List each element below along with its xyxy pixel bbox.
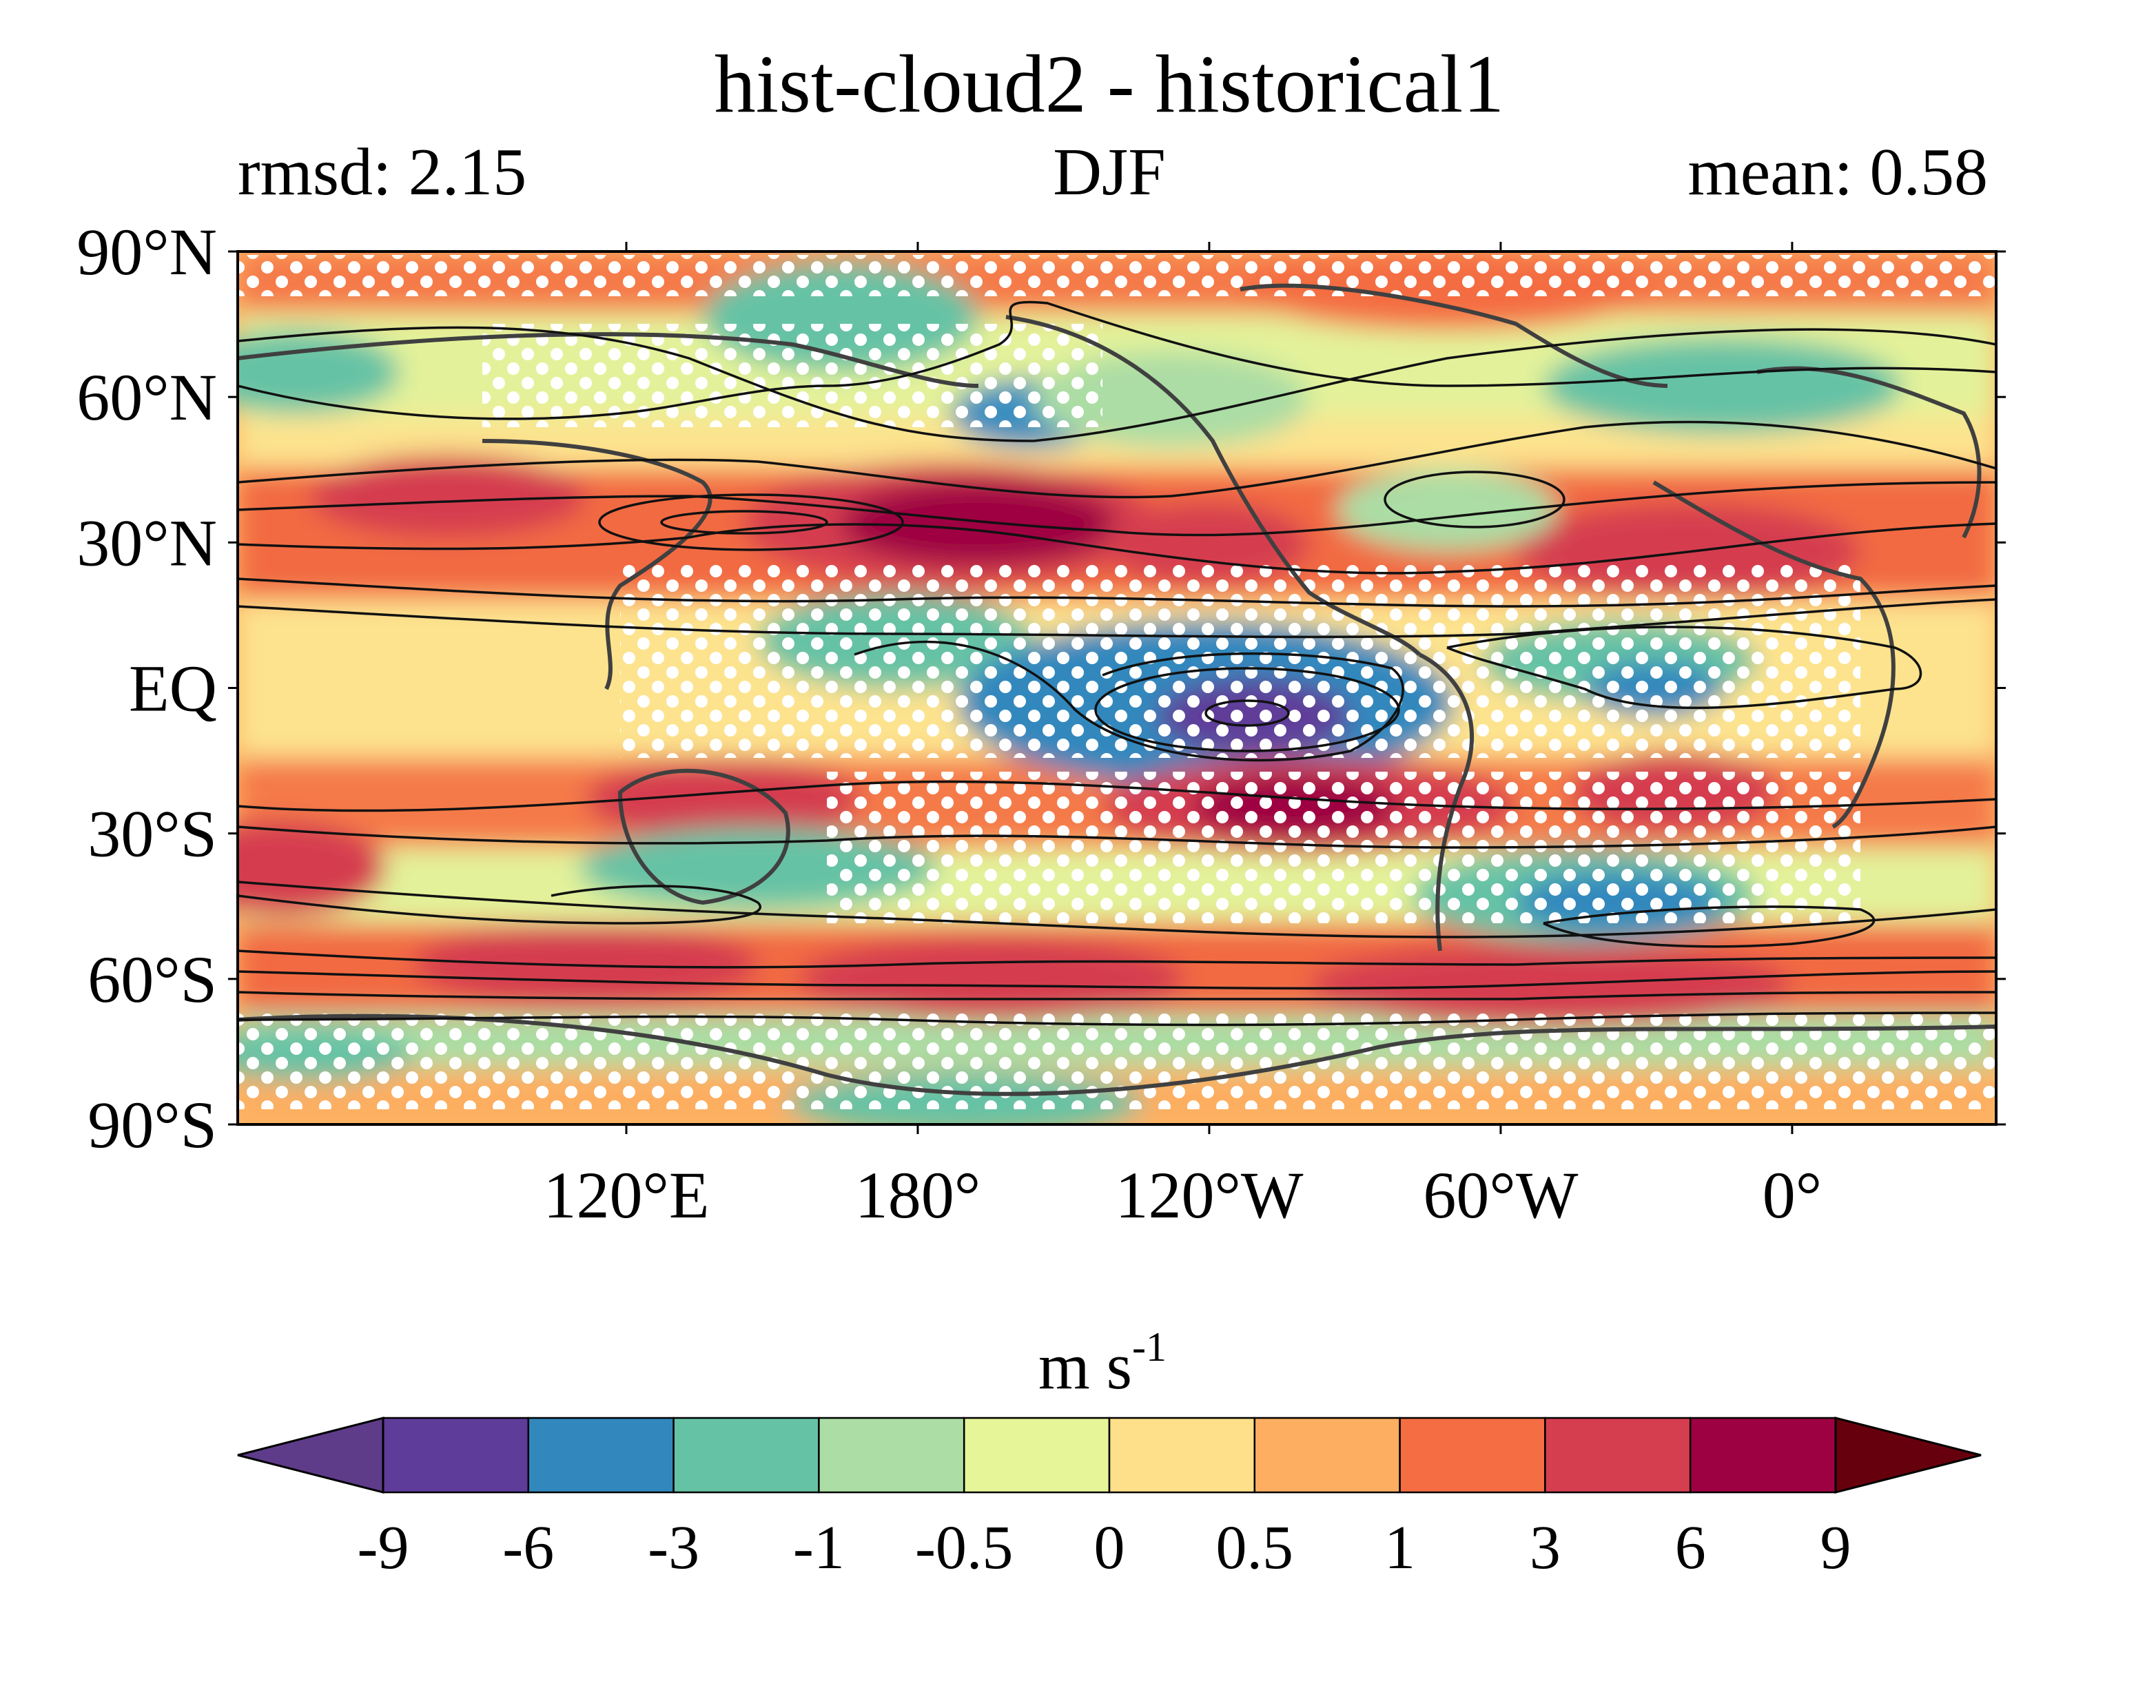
mean-label: mean: 0.58 [1688, 135, 1988, 209]
colorbar-tick-labels: -9 -6 -3 -1 -0.5 0 0.5 1 3 6 9 [358, 1514, 1851, 1582]
colorbar-units: m s-1 [1038, 1324, 1167, 1403]
colorbar-tick-label: -1 [793, 1514, 845, 1582]
colorbar-segment [527, 1417, 675, 1494]
x-tick-label: 180° [855, 1158, 981, 1232]
colorbar-tick-label: 0.5 [1216, 1514, 1294, 1582]
colorbar-over-triangle [1834, 1417, 1982, 1494]
contours [238, 300, 1996, 1027]
colorbar-tick-label: 1 [1384, 1514, 1415, 1582]
y-tick-label: EQ [129, 652, 217, 726]
colorbar-tick-label: 0 [1094, 1514, 1125, 1582]
colorbar-tick-label: 6 [1675, 1514, 1706, 1582]
colorbar-under-triangle [237, 1417, 384, 1494]
colorbar-segment [963, 1417, 1111, 1494]
x-tick-label: 60°W [1423, 1158, 1578, 1232]
y-tick-label: 30°S [88, 797, 217, 871]
y-tick-label: 90°N [76, 215, 217, 289]
y-tick-label: 30°N [76, 506, 217, 579]
colorbar-tick-label: 3 [1530, 1514, 1561, 1582]
season-label: DJF [1053, 135, 1165, 209]
colorbar-segment [818, 1417, 965, 1494]
x-tick-label: 0° [1763, 1158, 1822, 1232]
stipple-region-nh [482, 324, 1102, 427]
colorbar-segment [1689, 1417, 1837, 1494]
stipple-region-sh [827, 772, 1860, 923]
y-tick-label: 60°S [88, 943, 217, 1016]
colorbar-tick-label: -3 [648, 1514, 699, 1582]
coastlines [238, 283, 1996, 1096]
colorbar-tick-label: -0.5 [915, 1514, 1013, 1582]
x-tick-label: 120°E [543, 1158, 709, 1232]
colorbar-segment [1253, 1417, 1401, 1494]
x-tick-label: 120°W [1115, 1158, 1303, 1232]
map-panel [238, 251, 1996, 1124]
rmsd-label: rmsd: 2.15 [238, 135, 526, 209]
stipple-region-arctic [238, 255, 1996, 296]
colorbar-tick-label: 9 [1820, 1514, 1851, 1582]
plot-title: hist-cloud2 - historical1 [715, 38, 1504, 130]
stipple-region-tropics [620, 565, 1860, 758]
x-axis: 120°E 180° 120°W 60°W 0° [543, 242, 1822, 1232]
colorbar: m s-1 -9 -6 -3 -1 -0.5 0 0.5 1 3 6 9 [237, 1324, 1982, 1582]
colorbar-segment [673, 1417, 820, 1494]
y-axis: 90°N 60°N 30°N EQ 30°S 60°S 90°S [76, 215, 2006, 1162]
colorbar-tick-label: -9 [358, 1514, 409, 1582]
colorbar-tick-label: -6 [502, 1514, 554, 1582]
colorbar-segment [1108, 1417, 1256, 1494]
colorbar-segment [1544, 1417, 1692, 1494]
y-tick-label: 90°S [88, 1088, 217, 1162]
y-tick-label: 60°N [76, 360, 217, 434]
colorbar-segment [1399, 1417, 1546, 1494]
colorbar-segment [382, 1417, 530, 1494]
colorbar-segments [382, 1417, 1837, 1494]
